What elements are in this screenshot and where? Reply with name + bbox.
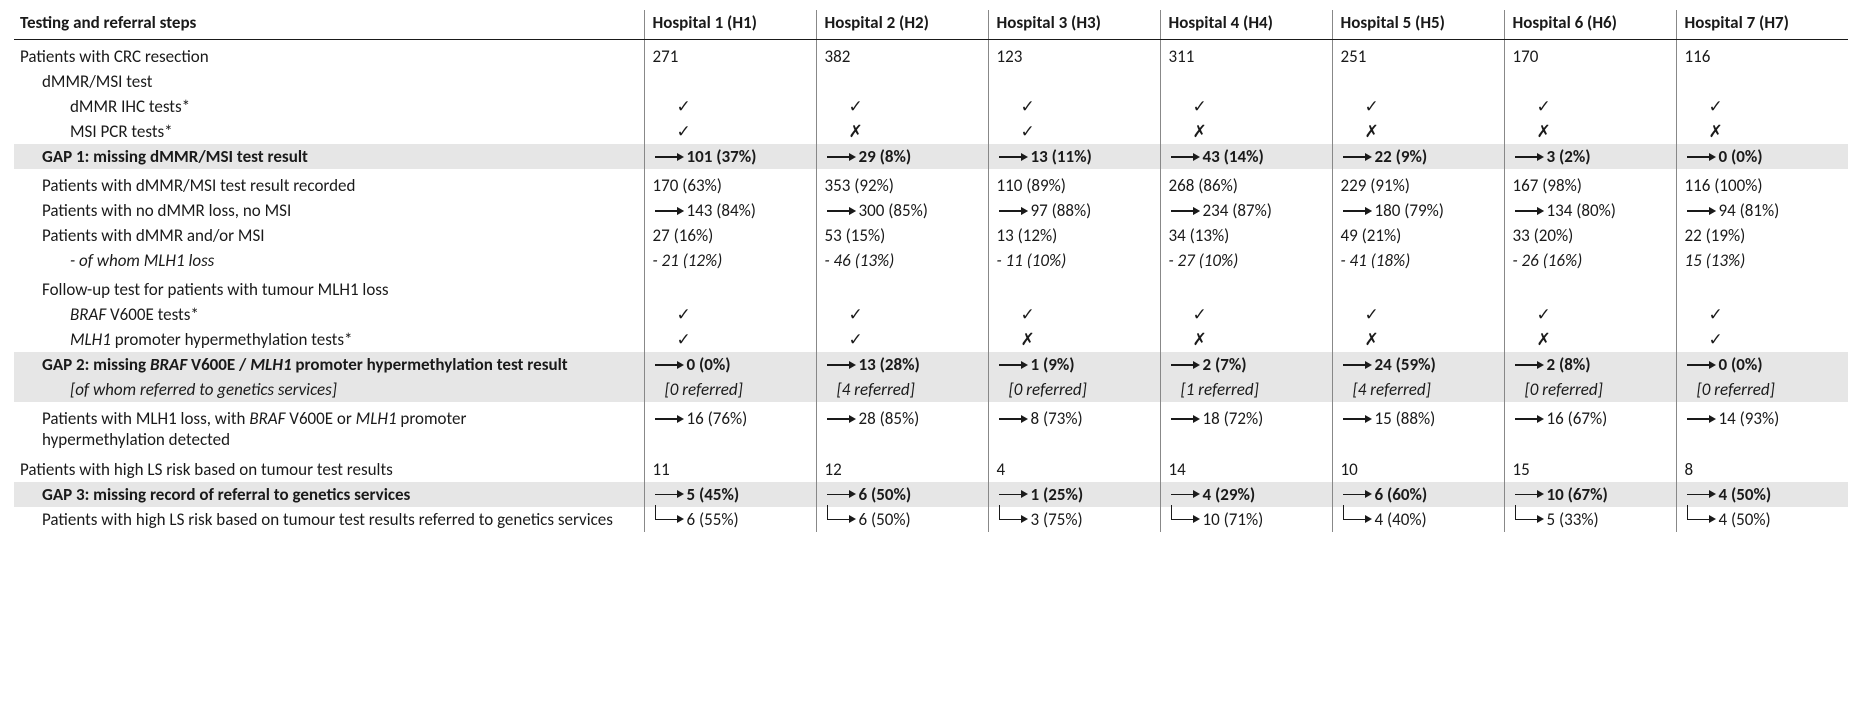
row-mlh1p: MLH1 promoter hypermethylation tests*✓✓✗… <box>14 327 1848 352</box>
row-highrisk: Patients with high LS risk based on tumo… <box>14 453 1848 482</box>
row-no_loss: Patients with no dMMR loss, no MSI143 (8… <box>14 198 1848 223</box>
testing-referral-table: Testing and referral steps Hospital 1 (H… <box>14 10 1848 532</box>
col-steps: Testing and referral steps <box>14 10 644 40</box>
header-row: Testing and referral steps Hospital 1 (H… <box>14 10 1848 40</box>
col-h3: Hospital 3 (H3) <box>988 10 1160 40</box>
row-gap2-sub: [of whom referred to genetics services][… <box>14 377 1848 402</box>
row-gap2: GAP 2: missing BRAF V600E / MLH1 promote… <box>14 352 1848 377</box>
row-mlh1: - of whom MLH1 loss- 21 (12%)- 46 (13%)-… <box>14 248 1848 273</box>
row-crc: Patients with CRC resection2713821233112… <box>14 40 1848 70</box>
col-h5: Hospital 5 (H5) <box>1332 10 1504 40</box>
row-with_dmmr: Patients with dMMR and/or MSI27 (16%)53 … <box>14 223 1848 248</box>
row-gap3: GAP 3: missing record of referral to gen… <box>14 482 1848 507</box>
row-fu-hdr: Follow-up test for patients with tumour … <box>14 273 1848 302</box>
col-h2: Hospital 2 (H2) <box>816 10 988 40</box>
row-dmmr-hdr: dMMR/MSI test <box>14 69 1848 94</box>
row-mlh1det: Patients with MLH1 loss, with BRAF V600E… <box>14 402 1848 453</box>
row-dmmr_ihc: dMMR IHC tests*✓✓✓✓✓✓✓ <box>14 94 1848 119</box>
row-braf: BRAF V600E tests*✓✓✓✓✓✓✓ <box>14 302 1848 327</box>
row-recorded: Patients with dMMR/MSI test result recor… <box>14 169 1848 198</box>
row-msi_pcr: MSI PCR tests*✓✗✓✗✗✗✗ <box>14 119 1848 144</box>
col-h4: Hospital 4 (H4) <box>1160 10 1332 40</box>
col-h7: Hospital 7 (H7) <box>1676 10 1848 40</box>
col-h1: Hospital 1 (H1) <box>644 10 816 40</box>
row-gap1: GAP 1: missing dMMR/MSI test result101 (… <box>14 144 1848 169</box>
col-h6: Hospital 6 (H6) <box>1504 10 1676 40</box>
row-referred: Patients with high LS risk based on tumo… <box>14 507 1848 532</box>
